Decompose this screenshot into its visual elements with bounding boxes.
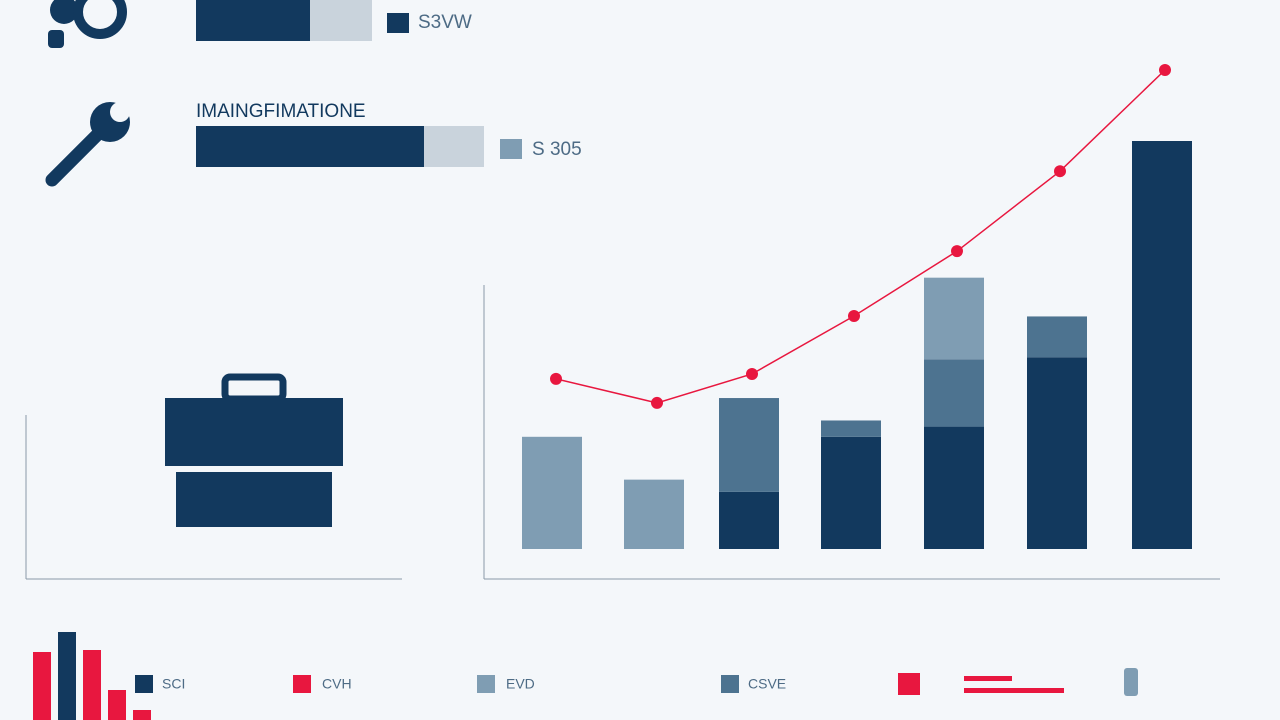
briefcase-icon <box>165 373 343 527</box>
bottle-icon <box>1124 668 1138 696</box>
legend-label: EVD <box>506 676 535 692</box>
gear-icon <box>48 0 127 48</box>
bar <box>1027 357 1087 549</box>
legend-swatch <box>898 673 920 695</box>
bar <box>719 398 779 492</box>
legend-swatch <box>721 675 739 693</box>
legend-swatch <box>135 675 153 693</box>
bar <box>821 436 881 549</box>
item-label: S 305 <box>532 139 582 160</box>
legend-swatch <box>477 675 495 693</box>
progress-rest <box>424 126 484 167</box>
legend-label: CSVE <box>748 676 786 692</box>
bar <box>1027 316 1087 358</box>
legend-swatch <box>500 139 522 159</box>
bar <box>624 479 684 549</box>
progress-bar <box>196 126 424 167</box>
trend-point <box>951 245 963 258</box>
item-title: IMAINGFIMATIONE <box>196 101 366 122</box>
decor-line <box>964 676 1012 681</box>
legend-label: SCI <box>162 676 185 692</box>
trend-point <box>848 310 860 323</box>
trend-point <box>550 372 562 385</box>
progress-bar <box>196 0 310 41</box>
bar <box>522 436 582 549</box>
bar <box>719 491 779 549</box>
progress-rest <box>310 0 372 41</box>
trend-point <box>651 396 663 409</box>
trend-point <box>1054 165 1066 178</box>
bar <box>1132 141 1192 549</box>
wrench-icon <box>45 102 130 187</box>
trend-point <box>1159 64 1171 77</box>
legend-label: CVH <box>322 676 352 692</box>
bar <box>821 420 881 437</box>
decor-line <box>964 688 1064 693</box>
legend-swatch <box>293 675 311 693</box>
bar <box>924 277 984 360</box>
mini-bars <box>33 632 151 720</box>
trend-point <box>746 367 758 380</box>
bar <box>924 426 984 549</box>
legend-swatch <box>387 13 409 33</box>
bar <box>924 359 984 427</box>
item-label: S3VW <box>418 12 472 33</box>
